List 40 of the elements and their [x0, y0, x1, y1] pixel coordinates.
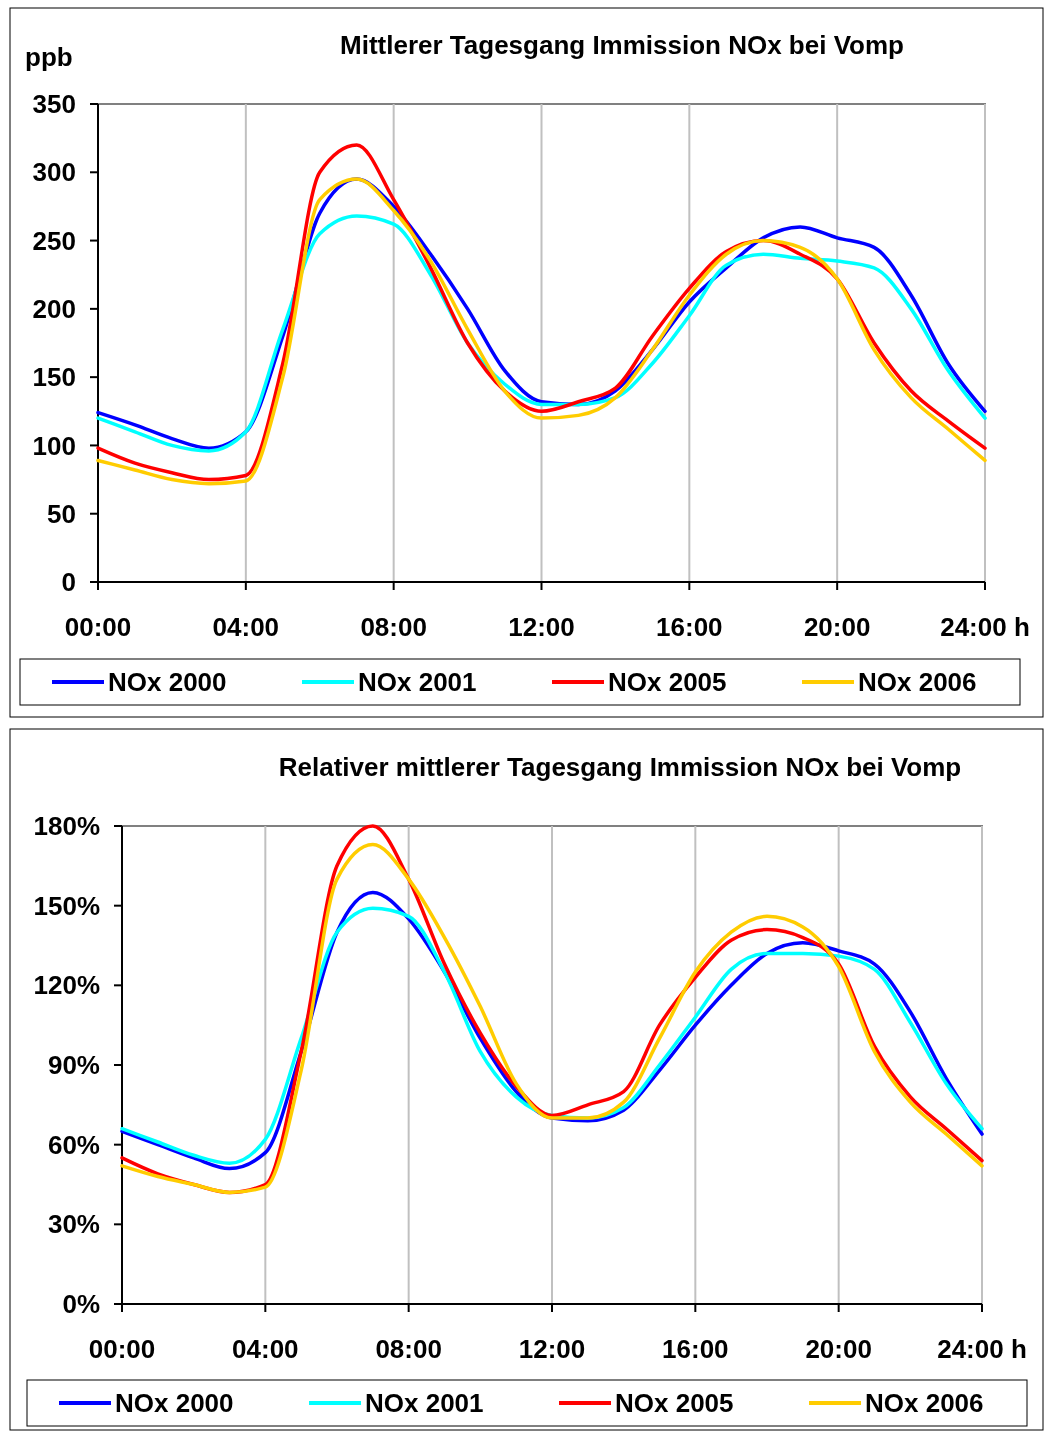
x-tick-label: 24:00 h — [937, 1334, 1027, 1364]
y-axis-title: ppb — [25, 42, 73, 72]
x-tick-label: 04:00 — [212, 612, 280, 642]
x-tick-label: 00:00 — [64, 612, 132, 642]
legend-label: NOx 2000 — [108, 667, 227, 698]
y-tick-label: 0% — [62, 1289, 100, 1320]
y-tick-label: 50 — [47, 498, 76, 529]
x-tick-label: 00:00 — [88, 1334, 156, 1364]
y-tick-label: 250 — [32, 225, 76, 256]
y-tick-label: 300 — [32, 157, 76, 188]
y-tick-label: 90% — [47, 1050, 100, 1081]
y-tick-label: 150 — [32, 362, 76, 393]
x-tick-label: 20:00 — [803, 612, 871, 642]
x-tick-label: 08:00 — [360, 612, 427, 642]
y-tick-label: 150% — [33, 890, 100, 921]
chart-title: Relativer mittlerer Tagesgang Immission NOx bei Vomp — [278, 752, 962, 782]
chart-title: Mittlerer Tagesgang Immission NOx bei Vomp — [340, 30, 904, 60]
legend-label: NOx 2005 — [608, 667, 727, 698]
y-tick-label: 180% — [33, 811, 100, 842]
y-tick-label: 120% — [33, 970, 100, 1001]
y-tick-label: 350 — [32, 89, 76, 120]
y-tick-label: 60% — [47, 1129, 100, 1160]
legend-label: NOx 2001 — [358, 667, 477, 698]
x-tick-label: 12:00 — [518, 1334, 586, 1364]
x-tick-label: 20:00 — [805, 1334, 872, 1364]
y-tick-label: 200 — [32, 293, 76, 324]
x-tick-label: 08:00 — [375, 1334, 442, 1364]
x-tick-label: 04:00 — [232, 1334, 299, 1364]
x-tick-label: 12:00 — [508, 612, 575, 642]
y-tick-label: 100 — [32, 430, 76, 461]
legend-label: NOx 2000 — [115, 1388, 234, 1419]
legend-label: NOx 2005 — [615, 1388, 734, 1419]
x-tick-label: 16:00 — [662, 1334, 729, 1364]
legend-label: NOx 2006 — [865, 1388, 984, 1419]
legend-label: NOx 2006 — [858, 667, 977, 698]
y-tick-label: 30% — [47, 1209, 100, 1240]
legend-label: NOx 2001 — [365, 1388, 484, 1419]
x-tick-label: 24:00 h — [940, 612, 1030, 642]
y-tick-label: 0 — [61, 567, 76, 598]
x-tick-label: 16:00 — [656, 612, 723, 642]
